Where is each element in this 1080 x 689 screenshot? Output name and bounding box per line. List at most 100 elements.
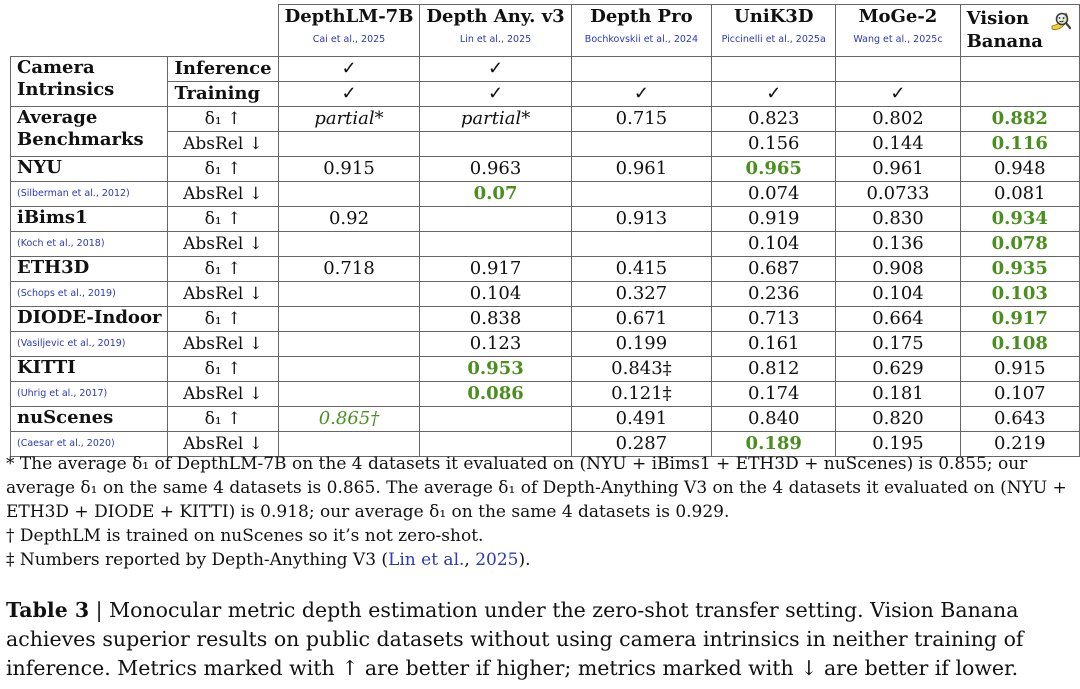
value-cell: 0.953 (419, 356, 572, 382)
dataset-citation[interactable]: (Vasiljevic et al., 2019) (9, 331, 169, 357)
method-name: UniK3D (734, 6, 814, 27)
cell-value: 0.961 (615, 158, 668, 179)
cell-value: 0.643 (994, 408, 1046, 429)
value-cell: 0.491 (570, 406, 713, 432)
dataset-citation[interactable]: (Koch et al., 2018) (9, 231, 169, 257)
value-cell (570, 231, 713, 257)
cell-value: 0.802 (872, 108, 924, 129)
method-citation[interactable]: Bochkovskii et al., 2024 (584, 34, 699, 45)
cell-value: 0.830 (872, 208, 924, 229)
footnote-ddagger-text: ‡ Numbers reported by Depth-Anything V3 … (6, 550, 389, 570)
cell-value: 0.07 (473, 183, 518, 204)
value-cell: 0.104 (419, 281, 572, 307)
cell-value: 0.953 (467, 358, 524, 379)
cell-value: 0.108 (991, 333, 1048, 354)
value-cell: 0.908 (835, 256, 961, 282)
cell-value: 0.199 (615, 333, 668, 354)
cell-value: 0.181 (872, 383, 924, 404)
cell-value: 0.718 (323, 258, 375, 279)
value-cell (419, 406, 572, 432)
method-citation[interactable]: Lin et al., 2025 (459, 34, 532, 45)
method-citation[interactable]: Cai et al., 2025 (312, 34, 386, 45)
value-cell: 0.156 (711, 131, 837, 157)
checkmark-cell: ✓ (277, 56, 421, 82)
value-cell: 0.199 (570, 331, 713, 357)
intrinsics-row-label: Inference (167, 56, 279, 82)
dataset-citation[interactable]: (Caesar et al., 2020) (9, 431, 169, 457)
value-cell: 0.713 (711, 306, 837, 332)
cell-value: partial* (314, 108, 384, 129)
checkmark-cell (570, 56, 713, 82)
metric-label: AbsRel ↓ (167, 331, 279, 357)
cell-value: 0.687 (747, 258, 800, 279)
cell-value: 0.629 (872, 358, 924, 379)
value-cell: 0.121‡ (570, 381, 713, 407)
cell-value: 0.121‡ (611, 383, 672, 404)
metric-label: AbsRel ↓ (167, 131, 279, 157)
cell-value: 0.917 (991, 308, 1048, 329)
dataset-name: ETH3D (9, 256, 169, 282)
value-cell: 0.144 (835, 131, 961, 157)
value-cell: 0.963 (419, 156, 572, 182)
value-cell: 0.219 (959, 431, 1080, 457)
metric-label: δ₁ ↑ (167, 256, 279, 282)
cell-value: 0.915 (323, 158, 375, 179)
metric-label: δ₁ ↑ (167, 206, 279, 232)
metric-label: δ₁ ↑ (167, 406, 279, 432)
cell-value: 0.081 (994, 183, 1046, 204)
cell-value: 0.865† (318, 408, 380, 429)
citation-year-link[interactable]: 2025 (475, 550, 519, 570)
table-row: (Uhrig et al., 2017) AbsRel ↓ 0.086 0.121‡ 0… (9, 381, 1080, 407)
value-cell: 0.174 (711, 381, 837, 407)
value-cell: 0.961 (835, 156, 961, 182)
method-header: Vision Banana (959, 4, 1080, 57)
value-cell: 0.882 (959, 106, 1080, 132)
table-row: (Vasiljevic et al., 2019) AbsRel ↓ 0.123 0.… (9, 331, 1080, 357)
value-cell: 0.913 (570, 206, 713, 232)
checkmark-cell (835, 56, 961, 82)
cell-value: 0.491 (615, 408, 668, 429)
metric-label: δ₁ ↑ (167, 306, 279, 332)
value-cell (570, 181, 713, 207)
cell-value: 0.219 (994, 433, 1046, 454)
method-citation[interactable]: Piccinelli et al., 2025a (721, 34, 826, 45)
value-cell: 0.104 (835, 281, 961, 307)
value-cell (277, 356, 421, 382)
value-cell: 0.643 (959, 406, 1080, 432)
cell-value: 0.195 (872, 433, 924, 454)
value-cell: 0.175 (835, 331, 961, 357)
value-cell: 0.07 (419, 181, 572, 207)
footnote-ddagger-sep: , (464, 550, 476, 570)
dataset-citation[interactable]: (Silberman et al., 2012) (9, 181, 169, 207)
table-row: DIODE-Indoor δ₁ ↑ 0.838 0.671 0.713 0.664 0.91… (9, 306, 1080, 332)
dataset-citation[interactable]: (Schops et al., 2019) (9, 281, 169, 307)
value-cell: 0.136 (835, 231, 961, 257)
intrinsics-row: Camera Intrinsics Inference ✓ ✓ (9, 56, 1080, 107)
cell-value: 0.915 (994, 358, 1046, 379)
value-cell: 0.081 (959, 181, 1080, 207)
table-footnotes: * The average δ₁ of DepthLM-7B on the 4 … (6, 452, 1076, 572)
value-cell: 0.92 (277, 206, 421, 232)
cell-value: 0.103 (991, 283, 1048, 304)
cell-value: 0.189 (745, 433, 802, 454)
value-cell: 0.840 (711, 406, 837, 432)
footnote-dagger: † DepthLM is trained on nuScenes so it’s… (6, 526, 484, 546)
value-cell: 0.104 (711, 231, 837, 257)
dataset-name: nuScenes (9, 406, 169, 432)
value-cell (419, 131, 572, 157)
value-cell: partial* (277, 106, 421, 132)
checkmark-cell (959, 81, 1080, 107)
cell-value: 0.664 (872, 308, 924, 329)
table-row: (Schops et al., 2019) AbsRel ↓ 0.104 0.327 0… (9, 281, 1080, 307)
citation-link[interactable]: Lin et al. (388, 550, 465, 570)
method-name: DepthLM-7B (284, 6, 414, 27)
value-cell (419, 431, 572, 457)
metric-label: AbsRel ↓ (167, 231, 279, 257)
value-cell: 0.820 (835, 406, 961, 432)
method-citation[interactable]: Wang et al., 2025c (853, 34, 943, 45)
intrinsics-row-label: Training (167, 81, 279, 107)
method-name: Depth Pro (590, 6, 693, 27)
dataset-citation[interactable]: (Uhrig et al., 2017) (9, 381, 169, 407)
checkmark-cell (959, 56, 1080, 82)
checkmark-cell: ✓ (835, 81, 961, 107)
